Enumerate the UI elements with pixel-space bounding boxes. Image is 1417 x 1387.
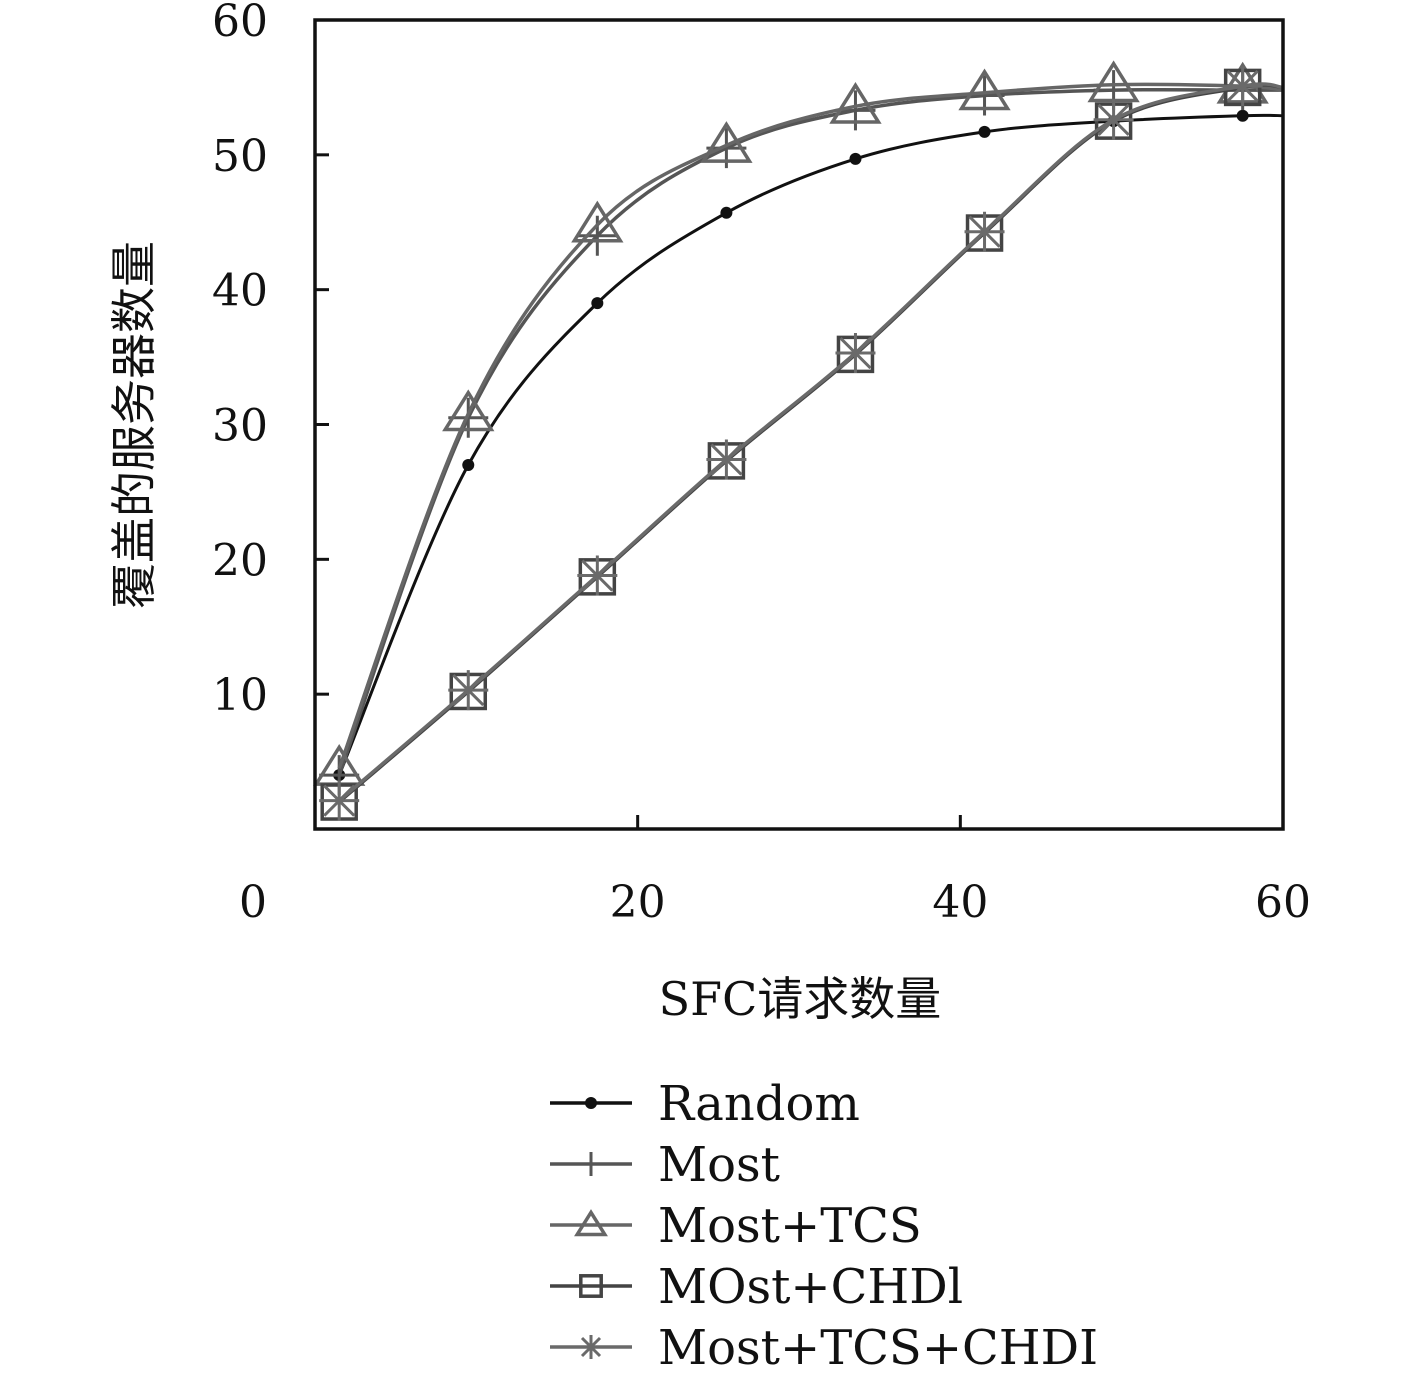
data-point [706, 439, 747, 480]
legend-item: Most+TCS [550, 1198, 922, 1254]
y-tick-label: 60 [212, 0, 268, 47]
data-point [720, 206, 733, 219]
data-point [835, 333, 876, 374]
legend-item: Most+TCS+CHDI [550, 1320, 1098, 1376]
legend-item: Most [550, 1137, 780, 1193]
data-point [1236, 109, 1249, 122]
series-line [337, 82, 1284, 769]
legend-marker [579, 1152, 603, 1176]
legend-marker [579, 1274, 603, 1298]
y-tick-label: 50 [212, 131, 268, 182]
legend-marker [579, 1335, 603, 1359]
legend-label: MOst+CHDl [658, 1259, 963, 1315]
legend-item: Random [550, 1076, 860, 1132]
legend-label: Most+TCS+CHDI [658, 1320, 1098, 1376]
axes-layer: 0 20 40 60 10 20 30 40 50 60 [212, 0, 1311, 928]
y-tick-label: 20 [212, 535, 268, 586]
data-point [442, 389, 495, 432]
data-point [577, 555, 618, 596]
data-point [700, 121, 753, 163]
data-point [571, 200, 624, 243]
y-tick-label: 10 [212, 670, 268, 721]
x-tick-label: 40 [932, 877, 988, 928]
data-point [319, 780, 360, 821]
data-point [849, 152, 862, 165]
data-point [448, 670, 489, 711]
data-point [591, 297, 604, 310]
series-Random [333, 109, 1284, 782]
y-tick-label: 40 [212, 266, 268, 317]
series-line [338, 82, 1284, 803]
x-tick-label: 20 [610, 877, 666, 928]
data-point [964, 211, 1005, 252]
data-point [978, 125, 991, 138]
legend-label: Most [658, 1137, 780, 1193]
y-tick-label: 30 [212, 401, 268, 452]
series-MOst+CHDl [320, 68, 1284, 821]
plot-layer [313, 60, 1284, 821]
x-axis-title: SFC请求数量 [659, 972, 942, 1026]
x-tick-label: 60 [1255, 877, 1311, 928]
data-point [1093, 99, 1134, 140]
legend-item: MOst+CHDl [550, 1259, 963, 1315]
series-Most+TCS+CHDI [319, 66, 1284, 821]
y-axis-title: 覆盖的服务器数量 [107, 241, 161, 609]
legend-marker [574, 1209, 608, 1237]
data-point [829, 81, 882, 124]
legend-label: Random [658, 1076, 860, 1132]
legend-label: Most+TCS [658, 1198, 922, 1254]
legend-marker [585, 1097, 597, 1109]
x-tick-label: 0 [239, 877, 267, 928]
series-line [337, 87, 1283, 776]
data-point [462, 458, 475, 471]
data-point [1222, 66, 1263, 107]
data-point [958, 68, 1011, 111]
